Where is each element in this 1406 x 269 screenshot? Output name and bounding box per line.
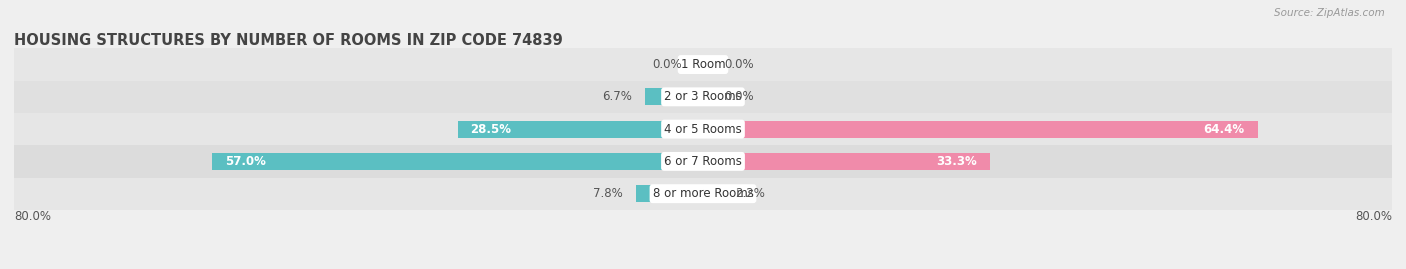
- Text: 6 or 7 Rooms: 6 or 7 Rooms: [664, 155, 742, 168]
- Bar: [14, 145, 1392, 178]
- Bar: [14, 113, 1392, 145]
- Text: 6.7%: 6.7%: [603, 90, 633, 103]
- Text: Source: ZipAtlas.com: Source: ZipAtlas.com: [1274, 8, 1385, 18]
- Bar: [14, 81, 1392, 113]
- Text: HOUSING STRUCTURES BY NUMBER OF ROOMS IN ZIP CODE 74839: HOUSING STRUCTURES BY NUMBER OF ROOMS IN…: [14, 33, 562, 48]
- Bar: [457, 121, 703, 137]
- Text: 0.0%: 0.0%: [724, 58, 754, 71]
- Bar: [645, 89, 703, 105]
- Bar: [212, 153, 703, 170]
- Text: 0.0%: 0.0%: [724, 90, 754, 103]
- Bar: [14, 48, 1392, 81]
- Text: 33.3%: 33.3%: [936, 155, 977, 168]
- Bar: [14, 178, 1392, 210]
- Text: 2.2%: 2.2%: [735, 187, 765, 200]
- Bar: [703, 121, 1257, 137]
- Bar: [703, 185, 721, 202]
- Text: 1 Room: 1 Room: [681, 58, 725, 71]
- Text: 4 or 5 Rooms: 4 or 5 Rooms: [664, 123, 742, 136]
- Text: 64.4%: 64.4%: [1204, 123, 1244, 136]
- Bar: [636, 185, 703, 202]
- Text: 2 or 3 Rooms: 2 or 3 Rooms: [664, 90, 742, 103]
- Text: 57.0%: 57.0%: [225, 155, 266, 168]
- Bar: [703, 153, 990, 170]
- Text: 7.8%: 7.8%: [593, 187, 623, 200]
- Text: 28.5%: 28.5%: [471, 123, 512, 136]
- Text: 0.0%: 0.0%: [652, 58, 682, 71]
- Text: 80.0%: 80.0%: [1355, 210, 1392, 223]
- Text: 8 or more Rooms: 8 or more Rooms: [652, 187, 754, 200]
- Text: 80.0%: 80.0%: [14, 210, 51, 223]
